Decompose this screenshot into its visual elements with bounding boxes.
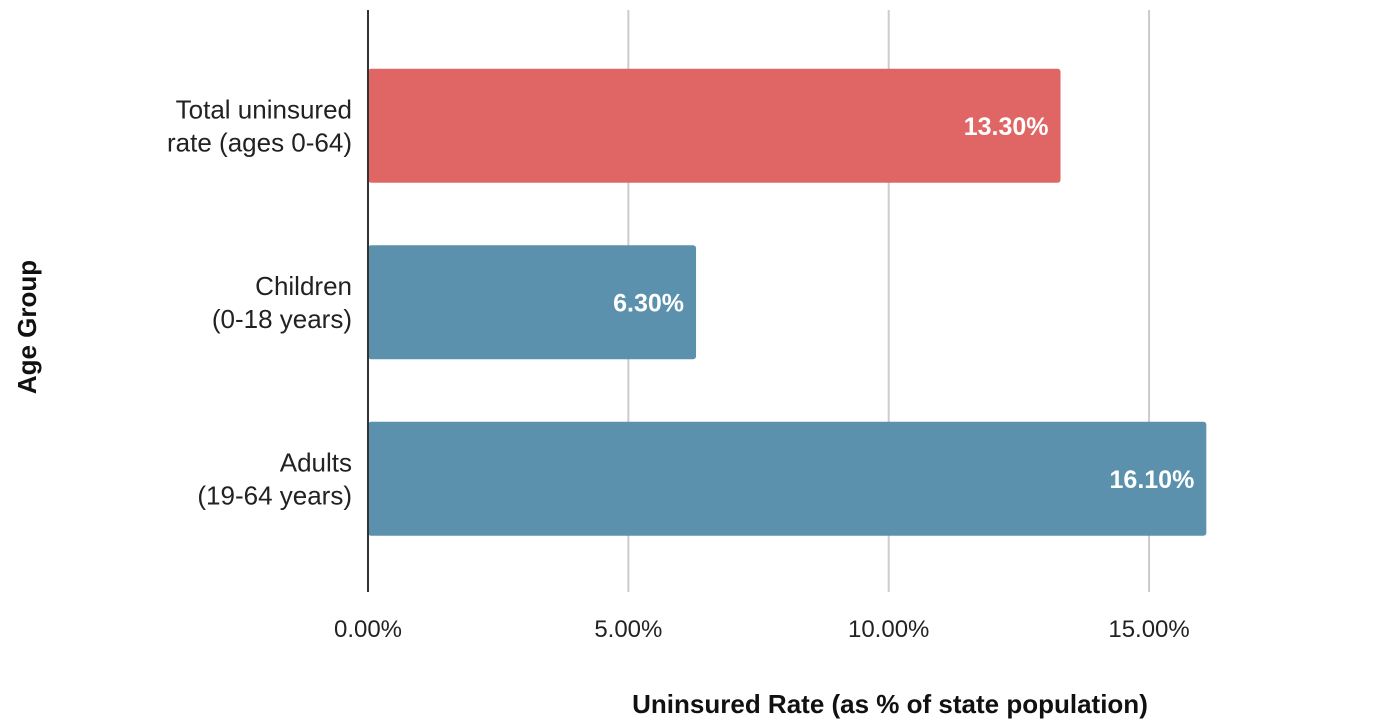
category-label: rate (ages 0-64)	[167, 127, 352, 157]
bars: 13.30% 6.30% 16.10%	[368, 68, 1207, 536]
y-axis-title: Age Group	[12, 260, 42, 394]
bar	[368, 245, 697, 360]
x-tick-label: 10.00%	[848, 616, 929, 643]
category-label: Adults	[280, 447, 352, 477]
category-label: (19-64 years)	[197, 480, 352, 510]
bar	[368, 421, 1207, 536]
x-tick-label: 5.00%	[594, 616, 662, 643]
x-axis-title: Uninsured Rate (as % of state population…	[632, 689, 1148, 719]
category-label: Children	[255, 271, 352, 301]
x-tick-label: 0.00%	[334, 616, 402, 643]
data-label: 16.10%	[1110, 466, 1195, 494]
category-label: (0-18 years)	[212, 304, 352, 334]
data-label: 6.30%	[613, 289, 684, 317]
x-axis-ticks: 0.00% 5.00% 10.00% 15.00%	[334, 616, 1190, 643]
x-tick-label: 15.00%	[1108, 616, 1189, 643]
category-label: Total uninsured	[176, 94, 352, 124]
bar	[368, 68, 1061, 183]
data-label: 13.30%	[964, 113, 1049, 141]
